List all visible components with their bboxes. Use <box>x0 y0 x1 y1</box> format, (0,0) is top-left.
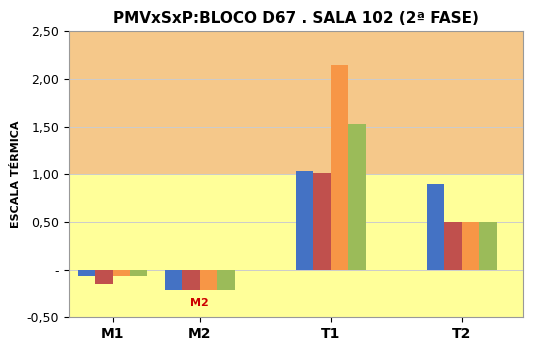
Bar <box>217 270 235 290</box>
Bar <box>427 184 444 270</box>
Bar <box>444 222 462 270</box>
Title: PMVxSxP:BLOCO D67 . SALA 102 (2ª FASE): PMVxSxP:BLOCO D67 . SALA 102 (2ª FASE) <box>113 11 479 26</box>
Bar <box>69 31 523 174</box>
Bar <box>479 222 497 270</box>
Bar <box>77 270 95 276</box>
Bar <box>462 222 479 270</box>
Bar <box>113 270 130 276</box>
Bar <box>165 270 183 290</box>
Bar <box>200 270 217 290</box>
Bar <box>95 270 113 284</box>
Bar <box>183 270 200 290</box>
Bar <box>331 65 348 270</box>
Text: M2: M2 <box>191 298 209 308</box>
Bar <box>296 171 313 270</box>
Bar <box>348 124 366 270</box>
Bar <box>69 174 523 317</box>
Y-axis label: ESCALA TÉRMICA: ESCALA TÉRMICA <box>11 120 21 228</box>
Bar <box>130 270 147 276</box>
Bar <box>313 173 331 270</box>
